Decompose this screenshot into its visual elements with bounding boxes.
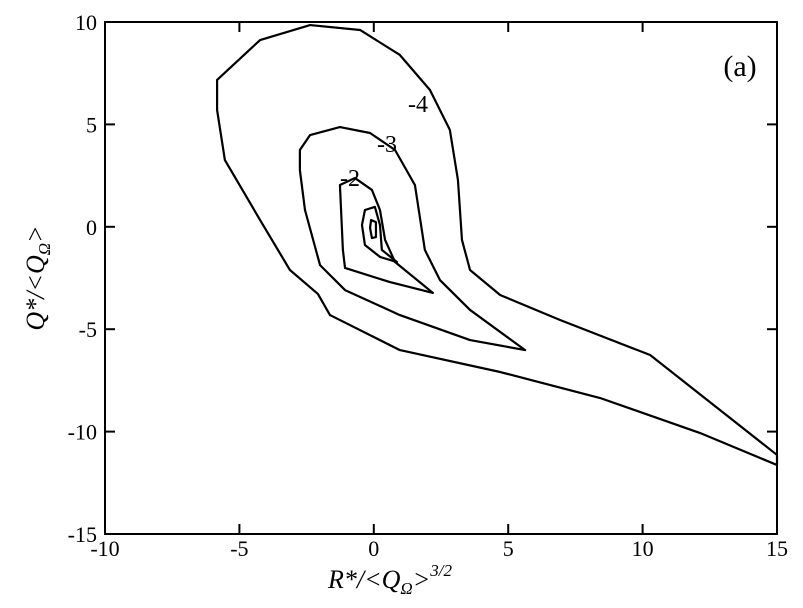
y-tick-label: -10 [68, 420, 97, 445]
y-tick-label: 5 [86, 112, 97, 137]
contour-line [298, 125, 527, 352]
x-label-main: R*/<Q [327, 565, 401, 594]
y-tick-label: 0 [86, 215, 97, 240]
x-tick-label: 10 [632, 536, 654, 561]
contour-line [215, 23, 779, 467]
x-tick-label: -5 [230, 536, 248, 561]
contour-label: -3 [377, 132, 397, 158]
contour-label: -2 [340, 166, 360, 192]
y-tick-label: -5 [79, 317, 97, 342]
contour-label: -4 [408, 92, 428, 118]
contour-line [338, 176, 435, 295]
plot-frame [104, 21, 778, 535]
x-label-sub: Ω [400, 579, 412, 598]
x-label-sup: 3/2 [429, 561, 452, 580]
x-tick-label: 15 [766, 536, 788, 561]
y-label-main: Q*/<Q [21, 255, 50, 331]
y-label-end: > [21, 225, 50, 243]
x-tick-label: -10 [90, 536, 119, 561]
y-tick-label: -15 [68, 522, 97, 547]
x-tick-label: 0 [368, 536, 379, 561]
x-axis-label: R*/<QΩ>3/2 [327, 561, 453, 598]
y-label-sub: Ω [35, 243, 54, 255]
y-axis-label: Q*/<QΩ> [21, 225, 54, 330]
x-tick-label: 5 [503, 536, 514, 561]
x-label-end: > [413, 565, 431, 594]
contour-line [360, 205, 399, 264]
y-tick-label: 10 [75, 10, 97, 35]
contour-line [368, 218, 378, 240]
panel-label: (a) [723, 50, 756, 83]
